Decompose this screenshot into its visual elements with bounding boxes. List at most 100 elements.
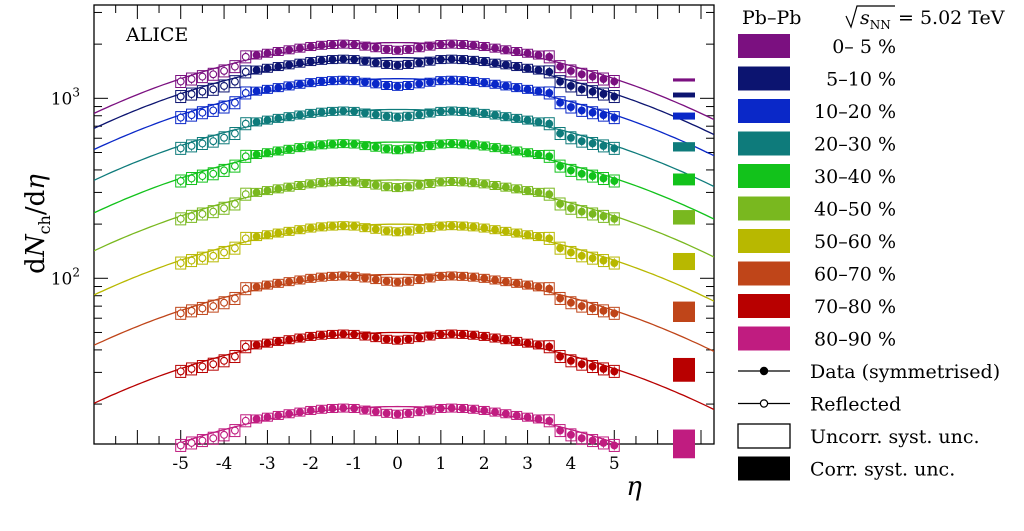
syst-box	[522, 84, 534, 94]
syst-box	[424, 77, 436, 87]
data-marker	[404, 60, 413, 69]
x-tick-label: 5	[609, 454, 620, 474]
syst-box	[326, 139, 338, 149]
data-marker	[458, 404, 467, 413]
syst-box	[413, 79, 425, 89]
legend-swatch	[738, 196, 790, 221]
data-marker	[447, 272, 456, 280]
data-marker	[274, 47, 283, 56]
data-marker	[610, 309, 619, 318]
data-marker	[350, 55, 359, 64]
data-marker	[588, 254, 597, 263]
data-marker	[382, 81, 391, 90]
data-marker	[317, 108, 326, 117]
syst-box	[381, 81, 393, 91]
syst-box	[272, 410, 284, 420]
syst-box	[251, 117, 263, 127]
data-marker	[404, 182, 413, 191]
legend-marker	[759, 366, 769, 376]
syst-box	[522, 280, 534, 290]
syst-box	[370, 224, 382, 234]
data-marker	[501, 81, 510, 90]
data-marker	[480, 142, 489, 150]
syst-box	[229, 291, 241, 305]
syst-box	[370, 275, 382, 285]
data-marker	[371, 79, 380, 88]
data-marker	[512, 62, 521, 71]
syst-box	[175, 438, 187, 452]
syst-box	[435, 271, 447, 281]
data-marker	[610, 177, 619, 185]
syst-box	[391, 227, 403, 237]
data-marker	[599, 439, 608, 447]
data-marker	[436, 55, 445, 64]
data-marker	[274, 62, 283, 71]
data-marker	[545, 342, 554, 351]
data-marker	[501, 60, 510, 69]
syst-box	[532, 187, 544, 197]
syst-box	[424, 273, 436, 283]
syst-box	[467, 404, 479, 414]
reflected-marker	[176, 259, 185, 267]
syst-box	[522, 148, 534, 158]
data-marker	[317, 331, 326, 340]
data-marker	[447, 40, 456, 49]
reflected-marker	[230, 426, 239, 435]
y-tick-base: 10	[51, 269, 73, 289]
data-marker	[295, 408, 304, 417]
data-marker	[545, 416, 554, 425]
data-marker	[523, 85, 532, 94]
data-markers	[176, 40, 619, 451]
syst-box	[196, 434, 208, 448]
data-marker	[588, 362, 597, 371]
syst-box	[522, 186, 534, 196]
y-tick-exp: 2	[72, 265, 80, 279]
reflected-marker	[209, 434, 218, 443]
data-marker	[328, 55, 337, 64]
data-marker	[295, 181, 304, 190]
syst-box	[381, 408, 393, 418]
syst-box	[186, 254, 198, 268]
data-marker	[599, 75, 608, 83]
reflected-marker	[198, 254, 207, 263]
syst-box	[587, 70, 599, 84]
data-marker	[599, 90, 608, 99]
reflected-marker	[198, 362, 207, 371]
y-tick-label: 102	[51, 265, 80, 289]
syst-box	[207, 82, 219, 96]
syst-box	[370, 407, 382, 417]
data-marker	[252, 117, 261, 126]
data-marker	[415, 143, 424, 152]
syst-box	[446, 106, 458, 116]
syst-box	[370, 110, 382, 120]
reflected-marker	[176, 113, 185, 122]
reflected-marker	[176, 214, 185, 223]
syst-box	[532, 340, 544, 350]
syst-box	[543, 149, 555, 163]
data-marker	[480, 57, 489, 66]
syst-box	[229, 75, 241, 89]
legend-label: 50–60 %	[814, 231, 896, 253]
syst-box	[391, 112, 403, 122]
x-tick-label: -1	[346, 454, 363, 474]
data-marker	[534, 150, 543, 159]
data-marker	[610, 259, 619, 267]
syst-box	[597, 139, 609, 153]
syst-box	[337, 106, 349, 116]
syst-box	[218, 79, 230, 93]
reflected-marker	[241, 52, 250, 61]
syst-box	[283, 277, 295, 287]
data-marker	[252, 232, 261, 241]
data-marker	[404, 226, 413, 235]
syst-box	[229, 60, 241, 74]
syst-box	[489, 225, 501, 235]
syst-box	[402, 334, 414, 344]
reflected-marker	[241, 190, 250, 199]
data-marker	[501, 227, 510, 236]
syst-box	[435, 55, 447, 65]
syst-box	[576, 82, 588, 96]
syst-box	[424, 331, 436, 341]
x-tick-label: 2	[479, 454, 490, 474]
data-marker	[545, 89, 554, 97]
